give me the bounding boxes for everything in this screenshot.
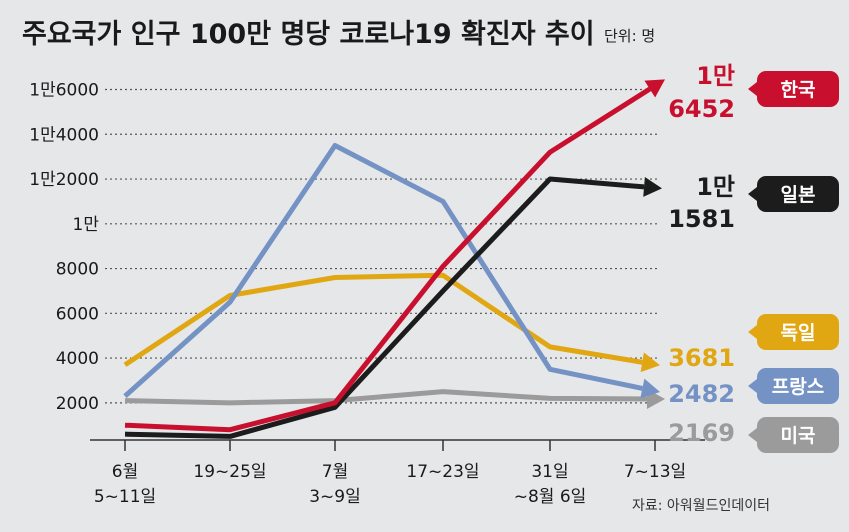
x-tick-label: 17~23일 [406,462,479,482]
end-value-label: 6452 [668,95,735,123]
series-tag-pointer [748,325,757,339]
series-line-독일 [123,272,643,367]
y-tick-label: 8000 [56,260,99,280]
series-tag-pointer [748,379,757,393]
series-tag-pointer [748,187,757,201]
x-tick-label: 5~11일 [94,487,156,507]
x-tick-label: 31일 [531,462,568,482]
unit-label: 단위: 명 [604,27,655,45]
chart-title: 주요국가 인구 100만 명당 코로나19 확진자 추이 [22,19,595,50]
series-arrowhead [640,378,660,399]
series-arrowhead [640,352,660,373]
series-tag [757,417,839,453]
x-tick-label: 7~13일 [624,462,686,482]
x-tick-label: 3~9일 [309,487,361,507]
end-value-label: 2169 [668,419,735,447]
series-tag-label: 일본 [781,184,816,206]
y-tick-label: 6000 [56,304,99,324]
series-line-일본 [124,176,645,439]
y-tick-label: 1만2000 [29,170,99,190]
end-value-label: 1만 [696,173,735,201]
series-arrowhead [643,176,662,197]
series-tag-pointer [748,82,757,96]
series-line-미국 [124,389,648,406]
series-tag [757,71,839,107]
x-axis-ticks: 6월 5~11일 19~25일 7월 3~9일 17~23일 31일 ~8월 6일 7~13일 [94,440,686,507]
series-tag-label: 독일 [781,322,816,344]
y-tick-label: 1만4000 [29,125,99,145]
y-tick-label: 1만 [73,215,100,235]
series-tag-label: 미국 [781,425,816,447]
series-line-한국 [124,86,652,433]
end-value-label: 3681 [668,344,735,372]
series-tag [757,314,839,350]
end-value-label: 1만 [696,62,735,90]
y-axis-ticks: 2000 4000 6000 8000 1만 1만2000 1만4000 1만6000 [29,81,99,414]
end-value-label: 2482 [668,380,735,408]
source-note: 자료: 아워월드인데이터 [632,498,770,514]
x-tick-label: ~8월 6일 [514,487,587,507]
x-tick-label: 19~25일 [193,462,266,482]
series-tag [757,368,839,404]
series-line-프랑스 [123,142,643,398]
x-tick-label: 7월 [322,462,348,482]
series-tag-pointer [748,428,757,442]
y-tick-label: 1만6000 [29,81,99,101]
y-tick-label: 2000 [56,394,99,414]
series-tag-label: 프랑스 [772,376,824,398]
end-labels: 1만 6452 한국 1만 1581 일본 3681 독일 2482 프랑스 2169 미국 [668,62,839,453]
series-tag-label: 한국 [781,79,816,101]
series-arrowhead [644,79,665,98]
series-tag [757,176,839,212]
x-tick-label: 6월 [112,462,138,482]
end-value-label: 1581 [668,205,735,233]
y-tick-label: 4000 [56,349,99,369]
series-lines [123,79,665,439]
